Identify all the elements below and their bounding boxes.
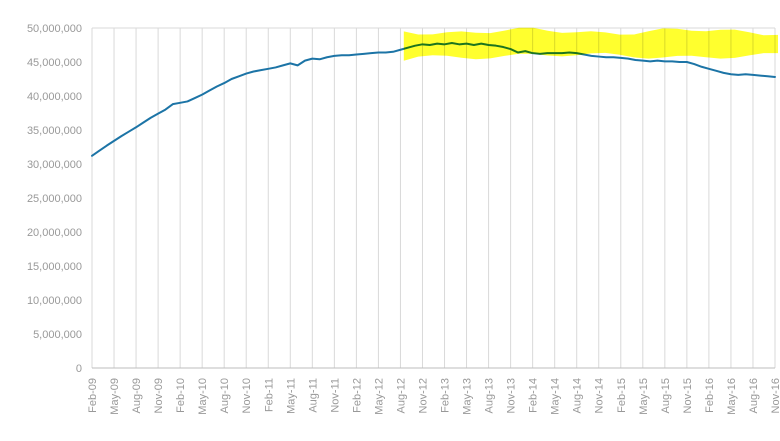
svg-text:Aug-15: Aug-15: [660, 378, 672, 413]
svg-text:40,000,000: 40,000,000: [27, 91, 82, 103]
svg-text:5,000,000: 5,000,000: [33, 329, 82, 341]
svg-text:May-09: May-09: [109, 378, 121, 415]
svg-text:Feb-12: Feb-12: [351, 378, 363, 413]
svg-text:May-11: May-11: [285, 378, 297, 414]
svg-text:Feb-14: Feb-14: [528, 378, 540, 413]
svg-text:Aug-14: Aug-14: [572, 378, 584, 413]
svg-text:Aug-11: Aug-11: [307, 378, 319, 413]
svg-text:Nov-13: Nov-13: [506, 378, 518, 413]
svg-text:Nov-15: Nov-15: [682, 378, 694, 413]
svg-text:Aug-13: Aug-13: [484, 378, 496, 413]
svg-text:Nov-14: Nov-14: [594, 378, 606, 413]
svg-text:35,000,000: 35,000,000: [27, 125, 82, 137]
svg-text:Feb-15: Feb-15: [616, 378, 628, 413]
svg-text:Nov-11: Nov-11: [329, 378, 341, 413]
x-axis-labels: Feb-09 May-09 Aug-09 Nov-09 Feb-10 May-10 Aug-…: [87, 378, 780, 415]
svg-text:50,000,000: 50,000,000: [27, 23, 82, 35]
svg-text:Feb-09: Feb-09: [87, 378, 99, 413]
svg-text:Aug-16: Aug-16: [748, 378, 760, 413]
svg-text:May-16: May-16: [726, 378, 738, 415]
svg-text:Feb-13: Feb-13: [440, 378, 452, 413]
svg-text:May-14: May-14: [550, 378, 562, 415]
highlight-annotation: [403, 27, 778, 61]
svg-text:45,000,000: 45,000,000: [27, 57, 82, 69]
svg-text:Feb-10: Feb-10: [175, 378, 187, 413]
svg-text:Nov-12: Nov-12: [417, 378, 429, 413]
svg-text:May-10: May-10: [197, 378, 209, 415]
svg-text:Nov-09: Nov-09: [153, 378, 165, 413]
svg-text:20,000,000: 20,000,000: [27, 227, 82, 239]
svg-text:Aug-09: Aug-09: [131, 378, 143, 413]
svg-text:0: 0: [76, 363, 82, 375]
svg-text:Nov-10: Nov-10: [241, 378, 253, 413]
svg-text:Feb-16: Feb-16: [704, 378, 716, 413]
svg-text:10,000,000: 10,000,000: [27, 295, 82, 307]
svg-text:Aug-10: Aug-10: [219, 378, 231, 413]
y-axis-labels: 0 5,000,000 10,000,000 15,000,000 20,000,000…: [27, 23, 82, 375]
svg-text:May-12: May-12: [373, 378, 385, 415]
gridlines: [91, 27, 776, 369]
svg-text:Nov-16: Nov-16: [770, 378, 780, 413]
svg-text:30,000,000: 30,000,000: [27, 159, 82, 171]
svg-text:15,000,000: 15,000,000: [27, 261, 82, 273]
svg-text:May-15: May-15: [638, 378, 650, 415]
svg-text:Aug-12: Aug-12: [395, 378, 407, 413]
svg-text:Feb-11: Feb-11: [263, 378, 275, 412]
svg-text:May-13: May-13: [462, 378, 474, 415]
svg-text:25,000,000: 25,000,000: [27, 193, 82, 205]
